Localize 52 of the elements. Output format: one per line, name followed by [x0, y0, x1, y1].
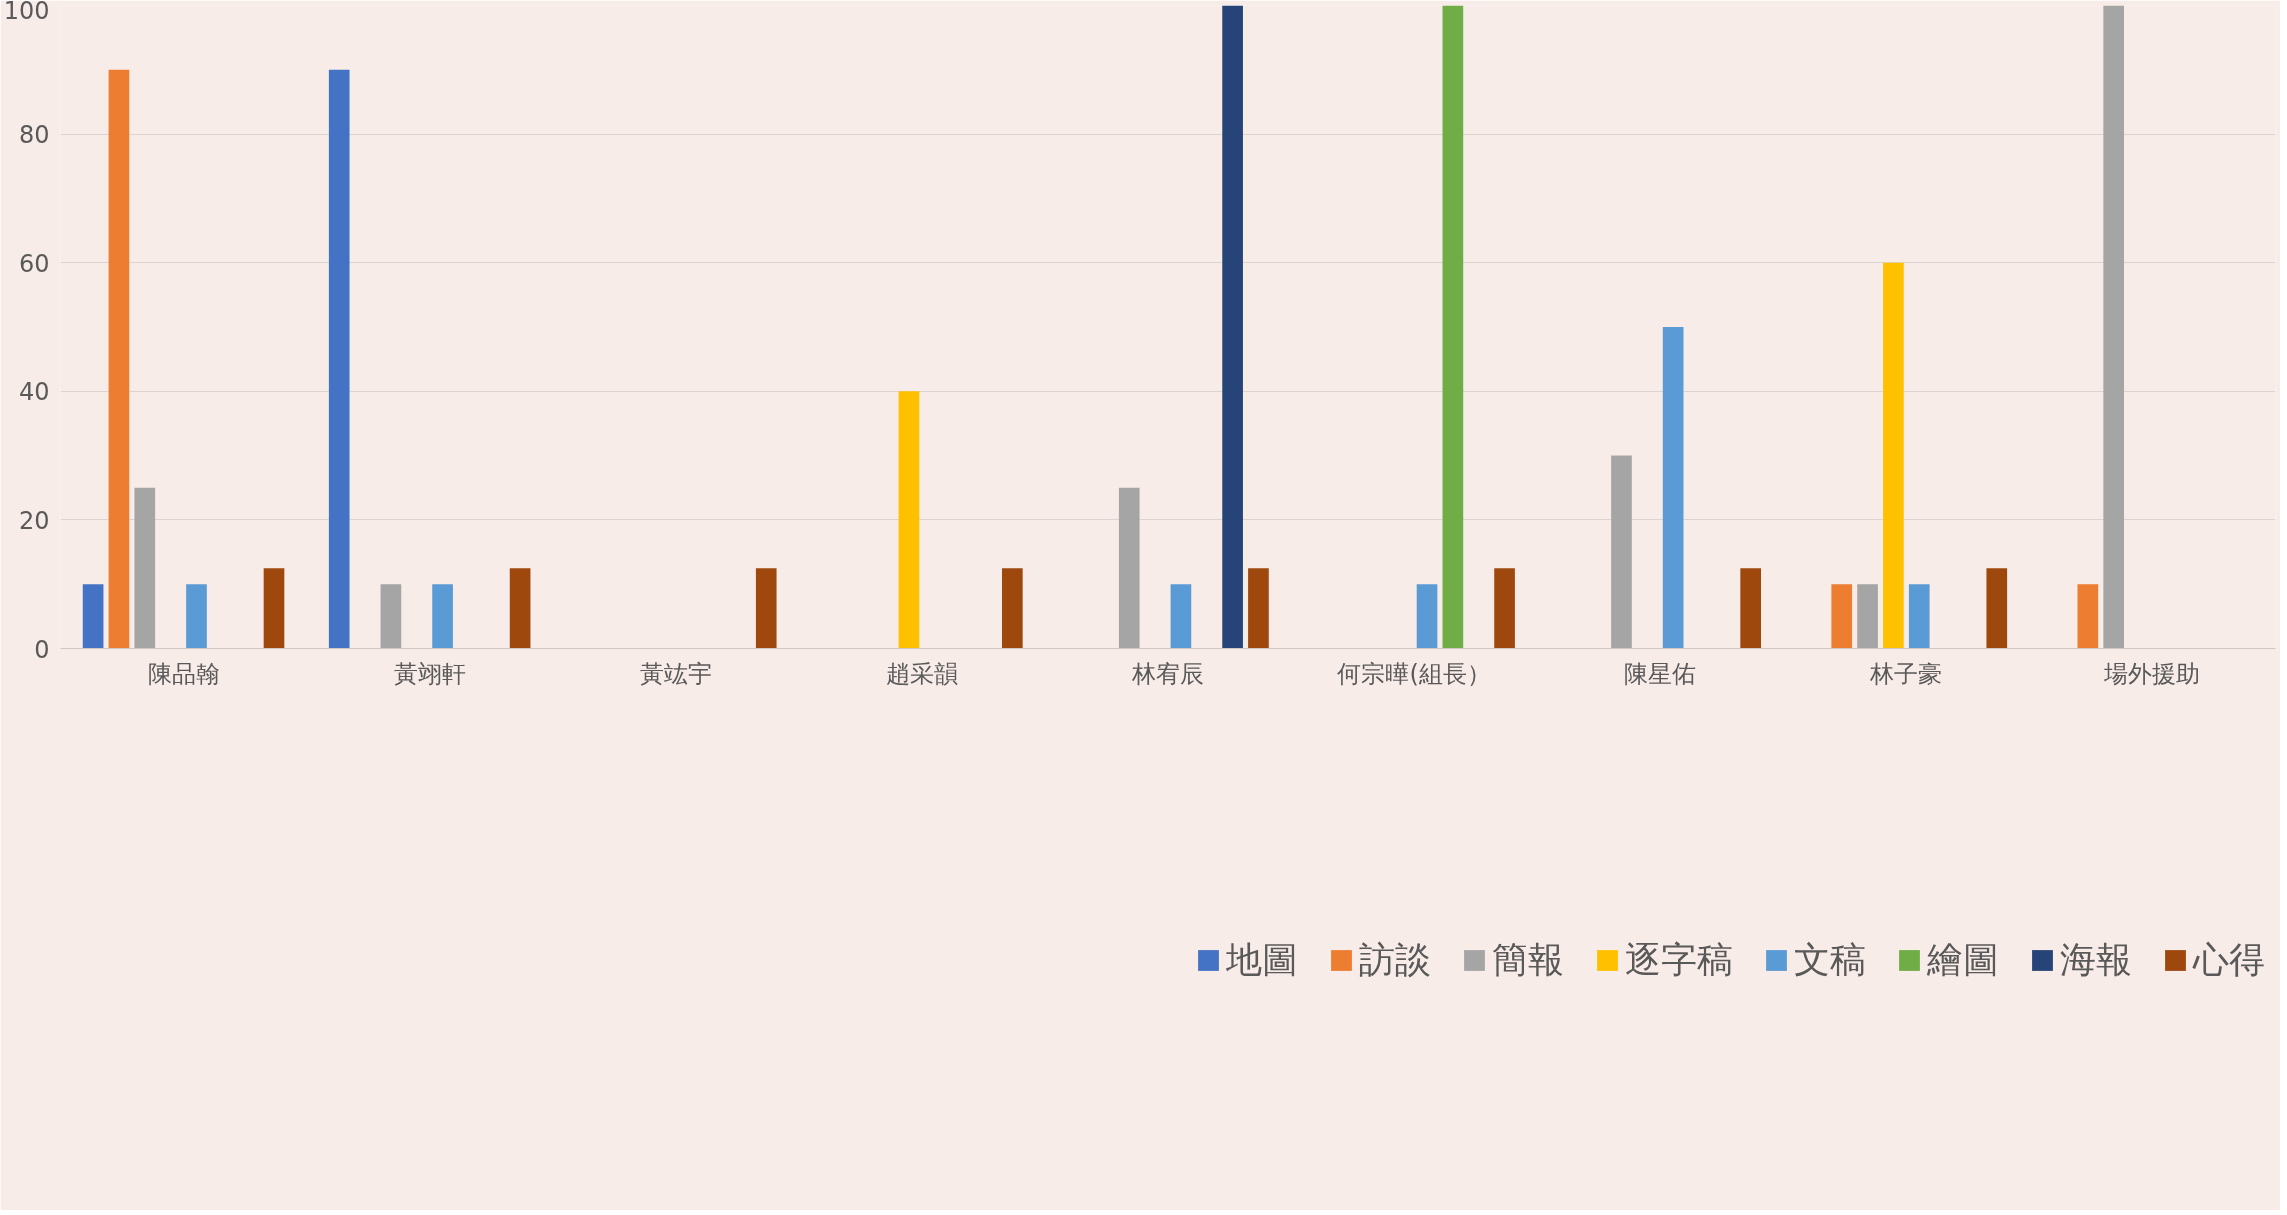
bar: [1740, 568, 1761, 649]
bar: [1662, 327, 1684, 649]
bar: [82, 584, 104, 649]
legend-label: 心得: [2193, 937, 2265, 982]
legend-label: 地圖: [1226, 937, 1298, 982]
bar: [1118, 487, 1140, 649]
bar: [1416, 584, 1438, 649]
bar: [1170, 584, 1192, 649]
x-tick-label: 黃竑宇: [639, 659, 712, 688]
bar: [755, 568, 777, 649]
bar: [134, 487, 156, 649]
bar: [1002, 568, 1023, 649]
x-tick-label: 陳品翰: [147, 659, 220, 688]
bar: [328, 69, 350, 649]
bar: [1883, 262, 1904, 649]
y-tick-label: 60: [18, 249, 50, 278]
bar: [898, 391, 920, 649]
x-tick-label: 林子豪: [1869, 659, 1943, 688]
y-tick-label: 80: [18, 121, 50, 150]
bar: [263, 568, 285, 649]
y-tick-label: 20: [18, 506, 50, 535]
bar: [1494, 568, 1515, 649]
legend-label: 訪談: [1359, 937, 1431, 982]
bar: [108, 69, 130, 649]
legend-label: 文稿: [1794, 937, 1866, 982]
x-tick-label: 林宥辰: [1131, 659, 1204, 688]
bar: [2077, 584, 2099, 649]
y-tick-label: 40: [18, 378, 50, 407]
legend-label: 海報: [2060, 937, 2132, 982]
x-tick-label: 場外援助: [2103, 659, 2201, 688]
y-tick-label: 100: [3, 0, 50, 25]
bar: [432, 584, 453, 649]
bar: [1442, 5, 1464, 649]
bar: [1831, 584, 1853, 649]
x-tick-label: 趙采韻: [885, 659, 958, 688]
legend-label: 逐字稿: [1625, 937, 1733, 982]
bar: [2103, 5, 2125, 649]
bar: [380, 584, 402, 649]
bar: [1222, 5, 1243, 649]
bar: [509, 568, 531, 649]
x-tick-label: 陳星佑: [1624, 659, 1697, 688]
bar: [1908, 584, 1930, 649]
legend-label: 繪圖: [1927, 937, 1999, 982]
bar: [1857, 584, 1878, 649]
bar: [1248, 568, 1269, 649]
bar: [1611, 455, 1632, 649]
bar: [1986, 568, 2008, 649]
x-tick-label: 黃翊軒: [393, 659, 466, 688]
y-tick-label: 0: [34, 635, 50, 664]
legend-label: 簡報: [1492, 937, 1564, 982]
x-tick-label: 何宗曄(組長）: [1337, 659, 1491, 688]
bar: [186, 584, 207, 649]
